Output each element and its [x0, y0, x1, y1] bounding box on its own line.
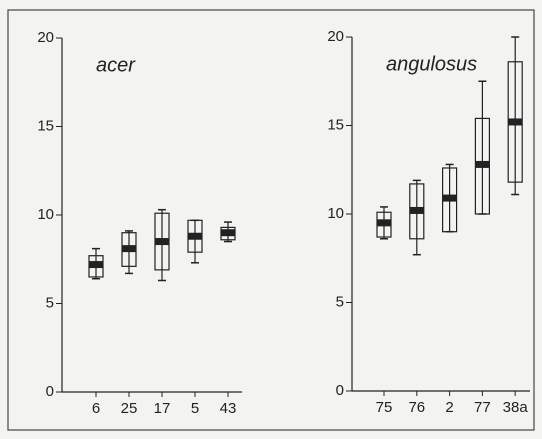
x-tick-label: 5	[191, 400, 199, 417]
median	[377, 219, 391, 227]
median	[188, 232, 202, 240]
y-tick-label: 10	[37, 206, 54, 223]
frame	[7, 9, 535, 431]
median	[155, 238, 169, 246]
median	[508, 118, 523, 126]
median	[409, 206, 424, 214]
x-tick-label: 2	[445, 399, 453, 416]
x-tick-label: 43	[220, 400, 237, 417]
y-tick-label: 10	[327, 205, 344, 222]
y-tick-label: 15	[37, 117, 54, 134]
y-tick-label: 0	[46, 383, 54, 400]
median	[475, 160, 490, 168]
x-tick-label: 75	[376, 399, 393, 416]
y-tick-label: 20	[327, 28, 344, 45]
x-tick-label: 25	[121, 400, 138, 417]
median	[221, 229, 235, 237]
y-tick-label: 15	[327, 116, 344, 133]
y-tick-label: 0	[336, 382, 344, 399]
y-tick-label: 5	[336, 293, 344, 310]
x-tick-label: 38a	[503, 399, 529, 416]
median	[89, 261, 103, 269]
y-tick-label: 5	[46, 294, 54, 311]
median	[122, 245, 136, 253]
chart-title: acer	[96, 54, 136, 76]
x-tick-label: 6	[92, 400, 100, 417]
x-tick-label: 17	[154, 400, 171, 417]
chart-title: angulosus	[386, 53, 477, 75]
x-tick-label: 77	[474, 399, 491, 416]
y-tick-label: 20	[37, 29, 54, 46]
x-tick-label: 76	[408, 399, 425, 416]
median	[442, 194, 457, 202]
